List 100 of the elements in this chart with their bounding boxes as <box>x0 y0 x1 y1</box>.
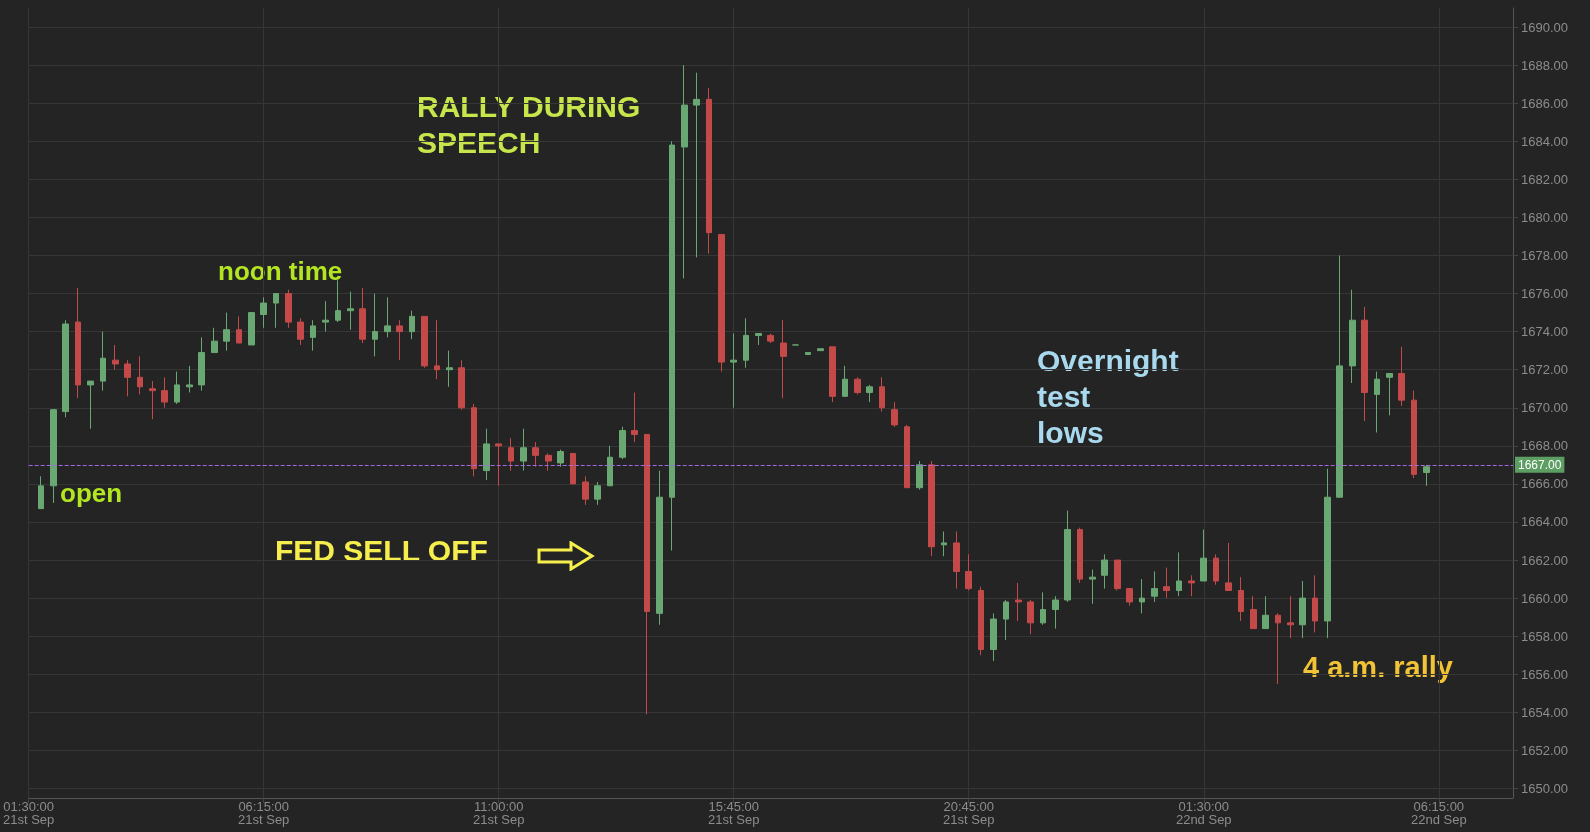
candlestick <box>1324 468 1331 639</box>
candlestick <box>842 365 848 397</box>
candlestick <box>520 428 527 472</box>
candlestick <box>174 371 180 405</box>
y-tick-label: 1674.00 <box>1521 324 1568 340</box>
candlestick <box>161 376 168 409</box>
x-tick-label: 01:30:00 21st Sep <box>2 799 55 827</box>
candlestick <box>149 380 156 420</box>
y-tick-label: 1654.00 <box>1521 704 1568 720</box>
candlestick <box>817 348 824 352</box>
candlestick <box>631 392 638 443</box>
candlestick <box>471 403 477 477</box>
candlestick <box>359 287 366 344</box>
candlestick <box>186 365 193 394</box>
candlestick <box>1064 510 1071 603</box>
candlestick <box>656 470 663 626</box>
candlestick <box>347 291 354 331</box>
candlestick <box>928 460 935 557</box>
candlestick <box>755 333 762 346</box>
x-tick-label: 20:45:00 21st Sep <box>943 799 995 827</box>
y-tick-label: 1662.00 <box>1521 552 1568 568</box>
candlestick <box>50 409 57 504</box>
candlestick <box>570 452 576 485</box>
candlestick <box>273 293 279 329</box>
candlestick <box>953 530 960 590</box>
candlestick <box>1101 553 1108 590</box>
candlestick <box>236 315 242 344</box>
candlestick <box>619 426 626 460</box>
y-tick-label: 1690.00 <box>1521 19 1568 35</box>
candlestick <box>223 312 230 352</box>
candlestick <box>211 327 218 354</box>
candlestick <box>1114 559 1121 592</box>
candlestick <box>495 443 502 487</box>
candlestick <box>866 384 873 403</box>
candlestick <box>965 553 972 592</box>
annotation: open <box>60 478 123 508</box>
candlestick <box>1238 576 1244 622</box>
candlestick <box>285 289 292 329</box>
y-tick-label: 1682.00 <box>1521 171 1568 187</box>
x-tick-label: 11:00:00 21st Sep <box>473 799 525 827</box>
x-tick-label: 06:15:00 21st Sep <box>238 799 290 827</box>
candlestick <box>1374 371 1380 434</box>
y-tick-label: 1670.00 <box>1521 400 1568 416</box>
x-tick-label: 06:15:00 22nd Sep <box>1410 799 1467 827</box>
y-tick-label: 1688.00 <box>1521 57 1568 73</box>
candlestick <box>100 331 106 392</box>
candlestick <box>557 449 564 468</box>
candlestick <box>434 319 440 380</box>
annotation: noon time <box>218 256 343 286</box>
candlestick <box>297 317 304 346</box>
candlestick <box>545 452 552 472</box>
candlestick <box>483 428 490 481</box>
candlestick <box>743 317 749 369</box>
y-tick-label: 1672.00 <box>1521 362 1568 378</box>
candlestick <box>718 234 725 373</box>
candlestick <box>137 355 143 395</box>
candlestick <box>1052 595 1059 630</box>
candlestick <box>1200 529 1207 582</box>
candlestick <box>730 333 737 409</box>
candlestick <box>829 346 836 403</box>
candlestick <box>1299 580 1306 639</box>
candlestick <box>1386 372 1393 416</box>
candlestick <box>1089 569 1096 605</box>
candlestick <box>1312 574 1318 633</box>
y-tick-label: 1650.00 <box>1521 780 1568 796</box>
candlestick <box>1040 591 1046 626</box>
candlestick <box>1250 595 1257 630</box>
candlestick <box>508 437 514 472</box>
candlestick <box>198 336 205 392</box>
candlestick <box>372 293 378 357</box>
candlestick <box>1151 570 1158 603</box>
y-tick-label: 1676.00 <box>1521 286 1568 302</box>
candlestick <box>75 287 81 399</box>
candlestick <box>1423 464 1430 487</box>
y-tick-label: 1652.00 <box>1521 742 1568 758</box>
candlestick <box>1225 542 1232 592</box>
candlestick <box>1003 599 1009 641</box>
ref-line-label: 1667.00 <box>1518 457 1562 472</box>
candlestick <box>1163 567 1170 599</box>
candlestick <box>532 441 539 468</box>
x-tick-label: 01:30:00 22nd Sep <box>1175 799 1232 827</box>
candlestick <box>916 460 923 491</box>
candlestick <box>990 612 997 662</box>
candlestick <box>384 296 391 338</box>
candlestick <box>706 87 712 255</box>
candlestick <box>1015 582 1022 622</box>
candlestick <box>681 64 688 279</box>
candlestick <box>1398 346 1405 407</box>
candlestick <box>805 352 811 355</box>
y-tick-label: 1656.00 <box>1521 666 1568 682</box>
candlestick <box>941 530 947 557</box>
candlestick <box>594 481 601 506</box>
candlestick <box>669 140 675 552</box>
y-tick-label: 1686.00 <box>1521 95 1568 111</box>
candlestick <box>879 376 885 413</box>
y-tick-label: 1664.00 <box>1521 514 1568 530</box>
candlestick <box>1349 289 1356 384</box>
candlestick <box>38 475 44 510</box>
candlestick <box>1126 588 1133 607</box>
candlestick <box>112 344 119 371</box>
